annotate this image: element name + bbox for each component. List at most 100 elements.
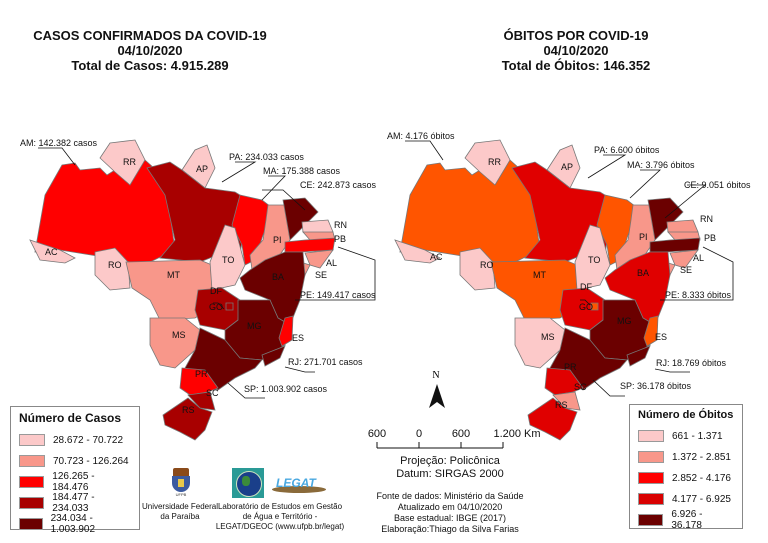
label-RO: RO (108, 260, 122, 270)
cases-title-block: CASOS CONFIRMADOS DA COVID-19 04/10/2020… (0, 28, 300, 73)
cases-callouts: AM: 142.382 casos PA: 234.033 casos MA: … (20, 138, 377, 394)
state-SC-deaths (552, 391, 581, 411)
legend-swatch (638, 472, 664, 484)
svg-text:600: 600 (452, 428, 470, 440)
label-MT: MT (167, 270, 180, 280)
state-RJ-cases (261, 345, 286, 367)
state-RS-deaths (527, 397, 578, 441)
deaths-date: 04/10/2020 (543, 43, 609, 58)
state-DF-cases (225, 302, 234, 311)
callout-PE: PE: 8.333 óbitos (665, 290, 732, 300)
label-PI: PI (273, 235, 282, 245)
label-MS: MS (541, 332, 555, 342)
state-TO-deaths (574, 224, 611, 291)
callout-AM: AM: 142.382 casos (20, 138, 98, 148)
legend-class: 1.372 - 2.851 (638, 448, 734, 466)
label-ES: ES (655, 332, 667, 342)
label-PB: PB (334, 234, 346, 244)
deaths-callouts: AM: 4.176 óbitos PA: 6.600 óbitos MA: 3.… (387, 131, 751, 391)
state-RR-deaths (464, 139, 511, 186)
label-RR: RR (123, 157, 136, 167)
deaths-legend-title: Número de Óbitos (638, 409, 734, 421)
state-RR-cases (99, 139, 146, 186)
label-AL: AL (693, 253, 704, 263)
state-PE-cases (284, 237, 336, 253)
label-RS: RS (182, 405, 195, 415)
label-GO: GO (579, 302, 593, 312)
state-MT-deaths (490, 259, 578, 321)
state-RO-cases (94, 247, 131, 291)
north-arrow-icon: N (429, 370, 445, 408)
callout-RJ: RJ: 18.769 óbitos (656, 358, 727, 368)
label-PB: PB (704, 233, 716, 243)
legend-class: 28.672 - 70.722 (19, 431, 131, 449)
label-RS: RS (555, 400, 568, 410)
state-CE-deaths (647, 197, 684, 241)
legend-swatch (19, 497, 45, 509)
label-MT: MT (533, 270, 546, 280)
state-RJ-deaths (626, 345, 651, 367)
legend-swatch (19, 434, 45, 446)
label-PR: PR (195, 369, 208, 379)
legend-class: 4.177 - 6.925 (638, 490, 734, 508)
legend-class: 184.477 - 234.033 (19, 492, 131, 514)
label-MG: MG (247, 321, 262, 331)
label-PI: PI (639, 232, 648, 242)
callout-PE: PE: 149.417 casos (300, 290, 376, 300)
ufpb-logo-icon: UFPB (170, 468, 192, 497)
state-ES-deaths (643, 315, 659, 347)
legend-class: 6.926 - 36.178 (638, 509, 734, 531)
cases-date: 04/10/2020 (117, 43, 183, 58)
scale-bar (376, 442, 504, 449)
legend-class: 234.034 - 1.003.902 (19, 513, 131, 535)
label-DF: DF (580, 282, 592, 292)
legend-swatch (19, 518, 43, 530)
deaths-total: Total de Óbitos: 146.352 (501, 58, 651, 73)
label-AL: AL (326, 258, 337, 268)
label-SE: SE (315, 270, 327, 280)
cases-title: CASOS CONFIRMADOS DA COVID-19 (33, 28, 267, 43)
state-DF-deaths (590, 302, 599, 311)
label-TO: TO (588, 255, 600, 265)
legat-logo-icon: LEGAT (272, 474, 326, 494)
legend-swatch (19, 455, 45, 467)
callout-PA: PA: 6.600 óbitos (594, 145, 660, 155)
callout-CE: CE: 9.051 óbitos (684, 180, 751, 190)
label-SC: SC (206, 388, 219, 398)
label-AC: AC (45, 247, 58, 257)
label-BA: BA (272, 272, 284, 282)
legend-class: 661 - 1.371 (638, 427, 734, 445)
label-PR: PR (564, 362, 577, 372)
ufpb-caption: Universidade Federal da Paraíba (141, 502, 219, 521)
label-ES: ES (292, 333, 304, 343)
label-AP: AP (196, 164, 208, 174)
cases-state-labels: RR AP AC RO MT TO PI RN PB AL SE BA DF G… (45, 157, 347, 415)
state-BA-cases (239, 251, 306, 326)
svg-text:N: N (432, 370, 439, 381)
state-ES-cases (278, 315, 294, 347)
label-AC: AC (430, 252, 443, 262)
state-AL-cases (304, 249, 334, 269)
label-TO: TO (222, 255, 234, 265)
label-MS: MS (172, 330, 186, 340)
callout-AM: AM: 4.176 óbitos (387, 131, 455, 141)
callout-MA: MA: 3.796 óbitos (627, 160, 695, 170)
state-AL-deaths (669, 249, 699, 269)
legend-swatch (638, 451, 664, 463)
deaths-title-block: ÓBITOS POR COVID-19 04/10/2020 Total de … (384, 28, 768, 73)
legend-swatch (638, 493, 664, 505)
label-RN: RN (700, 214, 713, 224)
projection-info: Projeção: Policônica Datum: SIRGAS 2000 (396, 455, 504, 480)
state-RO-deaths (459, 247, 496, 291)
state-TO-cases (209, 224, 246, 291)
callout-PA: PA: 234.033 casos (229, 152, 304, 162)
svg-text:1.200 Km: 1.200 Km (493, 428, 540, 440)
label-RN: RN (334, 220, 347, 230)
state-CE-cases (282, 197, 319, 241)
deaths-map (394, 139, 701, 441)
label-RR: RR (488, 157, 501, 167)
legend-swatch (638, 514, 664, 526)
cases-legend: Número de Casos 28.672 - 70.722 70.723 -… (10, 406, 140, 535)
state-PE-deaths (649, 237, 701, 253)
